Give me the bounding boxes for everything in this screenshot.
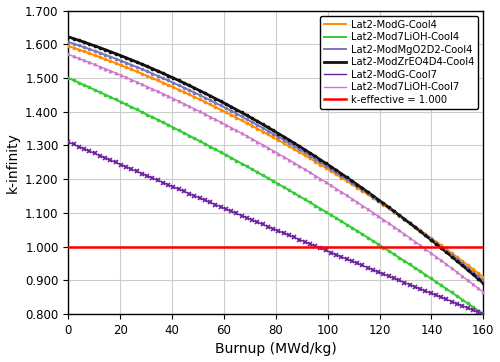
Lat2-ModZrEO4D4-Cool4	[396, 213, 402, 218]
Lat2-Mod7LiOH-Cool7	[108, 69, 114, 73]
Line: Lat2-Mod7LiOH-Cool4: Lat2-Mod7LiOH-Cool4	[68, 78, 484, 314]
Line: Lat2-ModG-Cool4: Lat2-ModG-Cool4	[68, 46, 484, 277]
X-axis label: Burnup (MWd/kg): Burnup (MWd/kg)	[215, 342, 336, 357]
Lat2-Mod7LiOH-Cool7	[396, 228, 402, 233]
Lat2-Mod7LiOH-Cool7	[248, 136, 254, 140]
Lat2-Mod7LiOH-Cool4	[233, 158, 239, 163]
Lat2-ModZrEO4D4-Cool4	[350, 180, 356, 184]
Lat2-ModG-Cool7	[389, 275, 395, 279]
Line: Lat2-Mod7LiOH-Cool7: Lat2-Mod7LiOH-Cool7	[68, 54, 484, 292]
Lat2-ModG-Cool7	[248, 218, 254, 222]
Lat2-ModMgO2D2-Cool4	[389, 208, 395, 212]
Lat2-ModMgO2D2-Cool4	[480, 278, 486, 283]
Lat2-ModG-Cool7	[350, 260, 356, 264]
Lat2-ModG-Cool4	[233, 115, 239, 120]
Lat2-Mod7LiOH-Cool4	[480, 312, 486, 316]
Lat2-ModMgO2D2-Cool4	[248, 119, 254, 124]
Lat2-ModMgO2D2-Cool4	[396, 213, 402, 218]
Lat2-ModMgO2D2-Cool4	[233, 111, 239, 116]
Lat2-ModG-Cool7	[396, 278, 402, 283]
Lat2-ModG-Cool7	[108, 158, 114, 163]
Lat2-Mod7LiOH-Cool4	[248, 167, 254, 171]
Lat2-ModG-Cool4	[248, 123, 254, 127]
Lat2-ModG-Cool7	[233, 211, 239, 215]
Lat2-ModG-Cool4	[108, 59, 114, 63]
Lat2-Mod7LiOH-Cool7	[233, 128, 239, 132]
Lat2-ModG-Cool7	[66, 140, 71, 144]
Legend: Lat2-ModG-Cool4, Lat2-Mod7LiOH-Cool4, Lat2-ModMgO2D2-Cool4, Lat2-ModZrEO4D4-Cool: Lat2-ModG-Cool4, Lat2-Mod7LiOH-Cool4, La…	[320, 16, 478, 109]
Lat2-Mod7LiOH-Cool7	[389, 223, 395, 228]
Lat2-Mod7LiOH-Cool7	[350, 197, 356, 202]
Lat2-ModZrEO4D4-Cool4	[233, 107, 239, 111]
Lat2-ModMgO2D2-Cool4	[66, 40, 71, 44]
Lat2-Mod7LiOH-Cool4	[108, 95, 114, 99]
Lat2-ModZrEO4D4-Cool4	[480, 281, 486, 285]
Lat2-Mod7LiOH-Cool4	[389, 251, 395, 255]
Lat2-ModG-Cool4	[66, 44, 71, 48]
Lat2-ModG-Cool4	[389, 209, 395, 213]
Line: Lat2-ModZrEO4D4-Cool4: Lat2-ModZrEO4D4-Cool4	[68, 37, 484, 283]
k-effective = 1.000	[68, 244, 74, 249]
k-effective = 1.000	[66, 244, 71, 249]
Lat2-ModMgO2D2-Cool4	[350, 181, 356, 186]
Lat2-ModG-Cool4	[396, 214, 402, 218]
Line: Lat2-ModMgO2D2-Cool4: Lat2-ModMgO2D2-Cool4	[68, 42, 484, 281]
Y-axis label: k-infinity: k-infinity	[6, 132, 20, 193]
Lat2-Mod7LiOH-Cool4	[396, 256, 402, 260]
Lat2-ModZrEO4D4-Cool4	[108, 50, 114, 54]
Lat2-ModZrEO4D4-Cool4	[66, 35, 71, 39]
Lat2-ModZrEO4D4-Cool4	[389, 207, 395, 212]
Lat2-ModG-Cool7	[480, 312, 486, 316]
Lat2-ModZrEO4D4-Cool4	[248, 115, 254, 120]
Lat2-ModMgO2D2-Cool4	[108, 55, 114, 59]
Lat2-Mod7LiOH-Cool7	[480, 290, 486, 294]
Lat2-Mod7LiOH-Cool4	[66, 76, 71, 80]
Lat2-Mod7LiOH-Cool4	[350, 226, 356, 231]
Lat2-ModG-Cool4	[480, 275, 486, 279]
Lat2-Mod7LiOH-Cool7	[66, 52, 71, 56]
Line: Lat2-ModG-Cool7: Lat2-ModG-Cool7	[68, 142, 484, 314]
Lat2-ModG-Cool4	[350, 183, 356, 187]
